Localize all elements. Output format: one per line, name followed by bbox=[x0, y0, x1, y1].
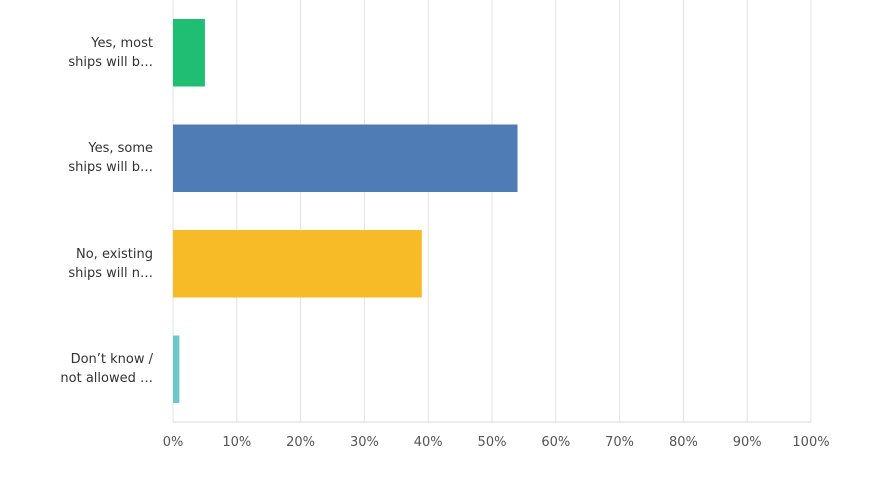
x-tick-label: 20% bbox=[286, 435, 316, 450]
x-tick-label: 70% bbox=[605, 435, 635, 450]
x-tick-label: 60% bbox=[541, 435, 571, 450]
x-tick-label: 80% bbox=[668, 435, 698, 450]
bar bbox=[173, 229, 422, 298]
x-tick-label: 30% bbox=[349, 435, 379, 450]
x-tick-label: 90% bbox=[732, 435, 762, 450]
bar bbox=[173, 335, 180, 404]
x-tick-label: 40% bbox=[413, 435, 443, 450]
x-tick-label: 0% bbox=[162, 435, 184, 450]
y-tick-label: No, existing ships will n… bbox=[68, 246, 153, 281]
y-tick-label: Don’t know / not allowed … bbox=[60, 352, 153, 387]
bar bbox=[173, 18, 205, 87]
x-tick-label: 100% bbox=[792, 435, 830, 450]
y-tick-label: Yes, some ships will b… bbox=[68, 141, 153, 176]
x-tick-label: 50% bbox=[477, 435, 507, 450]
x-tick-label: 10% bbox=[222, 435, 252, 450]
bar bbox=[173, 124, 518, 193]
y-tick-label: Yes, most ships will b… bbox=[68, 35, 153, 70]
